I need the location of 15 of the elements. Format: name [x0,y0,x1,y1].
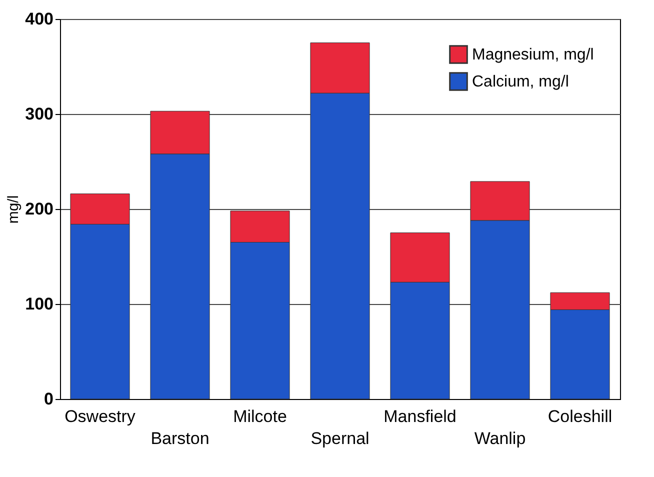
y-axis-title: mg/l [5,195,22,224]
y-tick-label: 300 [25,104,54,124]
x-tick-label: Mansfield [384,407,456,426]
y-tick-label: 0 [44,390,54,408]
x-tick-label: Wanlip [474,429,526,448]
legend-label: Calcium, mg/l [472,74,569,90]
legend-label: Magnesium, mg/l [472,46,594,64]
y-tick-label: 400 [25,10,54,28]
x-tick-label: Milcote [233,407,287,426]
y-tick-label: 100 [25,294,54,314]
y-tick-label: 200 [25,200,54,218]
x-tick-label: Spernal [310,429,370,448]
x-tick-label: Coleshill [548,407,612,426]
x-tick-label: Barston [150,429,210,448]
x-tick-label: Oswestry [64,407,136,426]
